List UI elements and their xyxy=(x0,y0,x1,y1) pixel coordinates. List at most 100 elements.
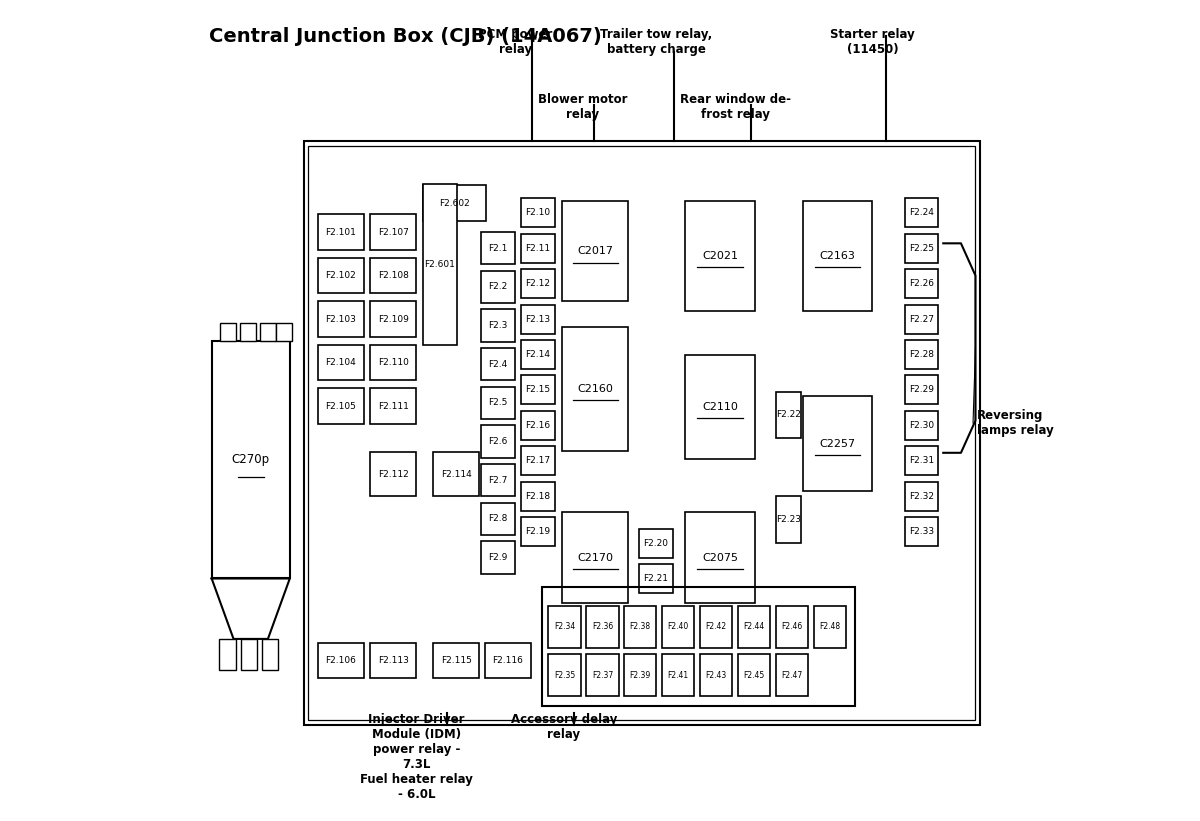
Text: F2.112: F2.112 xyxy=(378,470,409,479)
Bar xyxy=(905,269,938,298)
Text: F2.24: F2.24 xyxy=(910,209,934,218)
Bar xyxy=(220,639,235,670)
Text: F2.29: F2.29 xyxy=(908,385,934,394)
Text: F2.28: F2.28 xyxy=(908,350,934,359)
Bar xyxy=(521,410,554,440)
Bar xyxy=(521,340,554,369)
Text: F2.107: F2.107 xyxy=(378,227,409,236)
Text: F2.30: F2.30 xyxy=(908,421,934,430)
Text: F2.111: F2.111 xyxy=(378,401,409,410)
Text: F2.102: F2.102 xyxy=(325,271,356,280)
Bar xyxy=(422,184,456,345)
Bar xyxy=(638,529,672,557)
Bar xyxy=(371,214,416,250)
Text: Reversing
lamps relay: Reversing lamps relay xyxy=(977,409,1054,437)
Bar xyxy=(905,410,938,440)
Text: F2.601: F2.601 xyxy=(425,259,455,268)
Bar xyxy=(521,375,554,405)
Bar xyxy=(624,654,656,696)
Bar xyxy=(905,234,938,263)
Bar xyxy=(481,271,515,303)
Text: Accessory delay
relay: Accessory delay relay xyxy=(510,713,617,741)
Bar xyxy=(905,447,938,475)
Text: F2.23: F2.23 xyxy=(776,515,802,524)
Bar xyxy=(548,654,581,696)
Bar xyxy=(905,198,938,227)
Text: C2110: C2110 xyxy=(702,401,738,412)
Bar xyxy=(481,348,515,380)
Bar xyxy=(562,201,628,301)
Bar xyxy=(562,512,628,603)
Bar xyxy=(318,258,364,293)
Text: F2.21: F2.21 xyxy=(643,574,668,583)
Text: F2.48: F2.48 xyxy=(820,622,840,631)
Bar xyxy=(521,234,554,263)
Bar xyxy=(521,482,554,511)
Text: Rear window de-
frost relay: Rear window de- frost relay xyxy=(680,93,791,121)
Bar xyxy=(371,345,416,380)
Text: F2.115: F2.115 xyxy=(440,656,472,665)
Bar xyxy=(775,606,808,648)
Text: F2.16: F2.16 xyxy=(526,421,551,430)
Bar xyxy=(481,464,515,497)
Text: F2.113: F2.113 xyxy=(378,656,409,665)
Text: F2.105: F2.105 xyxy=(325,401,356,410)
Text: F2.8: F2.8 xyxy=(488,515,508,523)
Bar xyxy=(521,269,554,298)
Bar xyxy=(371,301,416,337)
Text: F2.18: F2.18 xyxy=(526,492,551,501)
Text: PCM power
relay: PCM power relay xyxy=(479,28,552,56)
Bar xyxy=(587,654,618,696)
Text: F2.109: F2.109 xyxy=(378,314,409,323)
Bar xyxy=(422,186,486,221)
Text: F2.19: F2.19 xyxy=(526,527,551,536)
Text: F2.45: F2.45 xyxy=(743,671,764,680)
Bar xyxy=(521,305,554,333)
Text: F2.13: F2.13 xyxy=(526,314,551,323)
Text: F2.14: F2.14 xyxy=(526,350,551,359)
Text: F2.108: F2.108 xyxy=(378,271,409,280)
Bar xyxy=(481,310,515,342)
Bar xyxy=(481,387,515,419)
Text: F2.7: F2.7 xyxy=(488,475,508,484)
Text: F2.116: F2.116 xyxy=(492,656,523,665)
Bar xyxy=(371,643,416,678)
Text: F2.47: F2.47 xyxy=(781,671,803,680)
Text: F2.36: F2.36 xyxy=(592,622,613,631)
Bar xyxy=(775,392,802,438)
Bar xyxy=(738,606,770,648)
Text: C2075: C2075 xyxy=(702,553,738,562)
Text: F2.17: F2.17 xyxy=(526,456,551,466)
Bar xyxy=(548,606,581,648)
Text: F2.4: F2.4 xyxy=(488,360,508,369)
Bar xyxy=(433,452,479,497)
Bar xyxy=(775,497,802,543)
Bar xyxy=(318,643,364,678)
Bar xyxy=(481,425,515,457)
Text: F2.103: F2.103 xyxy=(325,314,356,323)
Text: C2017: C2017 xyxy=(577,246,613,256)
Text: Central Junction Box (CJB) (14A067): Central Junction Box (CJB) (14A067) xyxy=(209,27,602,46)
Bar xyxy=(481,502,515,535)
Text: F2.3: F2.3 xyxy=(488,321,508,330)
Text: C2021: C2021 xyxy=(702,251,738,261)
Text: F2.106: F2.106 xyxy=(325,656,356,665)
Bar xyxy=(638,564,672,593)
Bar xyxy=(700,654,732,696)
Text: C2160: C2160 xyxy=(577,384,613,394)
Bar xyxy=(240,323,256,341)
Bar xyxy=(562,327,628,452)
Bar xyxy=(371,388,416,424)
Bar xyxy=(738,654,770,696)
Bar xyxy=(662,606,695,648)
Bar xyxy=(304,141,980,725)
Text: F2.104: F2.104 xyxy=(325,358,356,367)
Bar xyxy=(685,512,755,603)
Bar xyxy=(262,639,277,670)
Bar xyxy=(685,201,755,311)
Bar xyxy=(905,340,938,369)
Bar xyxy=(905,375,938,405)
Text: F2.32: F2.32 xyxy=(908,492,934,501)
Text: F2.27: F2.27 xyxy=(908,314,934,323)
Bar xyxy=(803,201,872,311)
